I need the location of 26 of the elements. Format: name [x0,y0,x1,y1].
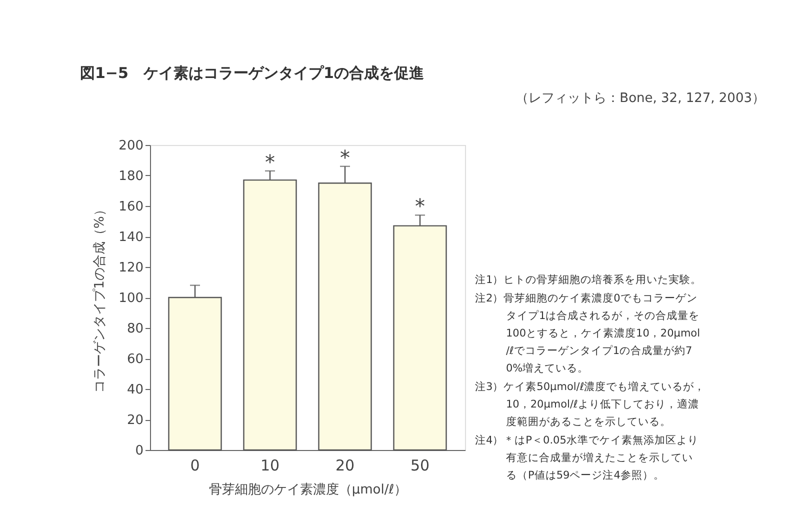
x-axis-title: 骨芽細胞のケイ素濃度（μmol/ℓ） [208,482,408,498]
x-tick-label: 50 [410,456,430,474]
text: 注1）ヒトの骨芽細胞の培養系を用いた実験。 [475,273,702,286]
y-tick-label: 120 [118,260,144,276]
y-tick-label: 20 [126,413,144,428]
y-tick-label: 140 [118,230,144,245]
annotation: * [340,145,350,170]
x-tick-label: 10 [260,456,280,474]
y-tick-label: 80 [126,322,144,336]
y-tick-label: 100 [118,291,144,306]
text: （レフィットら：Bone, 32, 127, 2003） [516,91,765,106]
text: 注3）ケイ素50μmol/ℓ濃度でも増えているが，10，20μmol/ℓより低下しており，適濃度範囲があることを示している。 [475,380,706,428]
annotation: * [265,150,275,174]
x-tick-label: 20 [335,456,355,474]
y-tick-label: 180 [118,169,144,184]
y-axis-title: コラーゲンタイプ1の合成（%） [92,203,108,393]
text: 注2）骨芽細胞のケイ素濃度0でもコラーゲンタイプ1は合成されるが，その合成量を100とすると，ケイ素濃度10，20μmol/ℓでコラーゲンタイプ1の合成量が約70%増えている。 [475,292,700,374]
y-tick-label: 200 [118,138,144,154]
chart-title: 図1−5 ケイ素はコラーゲンタイプ1の合成を促進 [80,64,425,82]
y-tick-label: 60 [126,352,144,367]
x-tick-label: 0 [190,456,200,474]
y-tick-label: 160 [118,200,144,214]
text: 注4）＊はP＜0.05水準でケイ素無添加区より有意に合成量が増えたことを示している（P値は59ページ注4参照）。 [475,434,698,482]
y-tick-label: 40 [126,382,144,398]
y-tick-label: 0 [135,444,144,458]
annotation: * [415,194,425,218]
